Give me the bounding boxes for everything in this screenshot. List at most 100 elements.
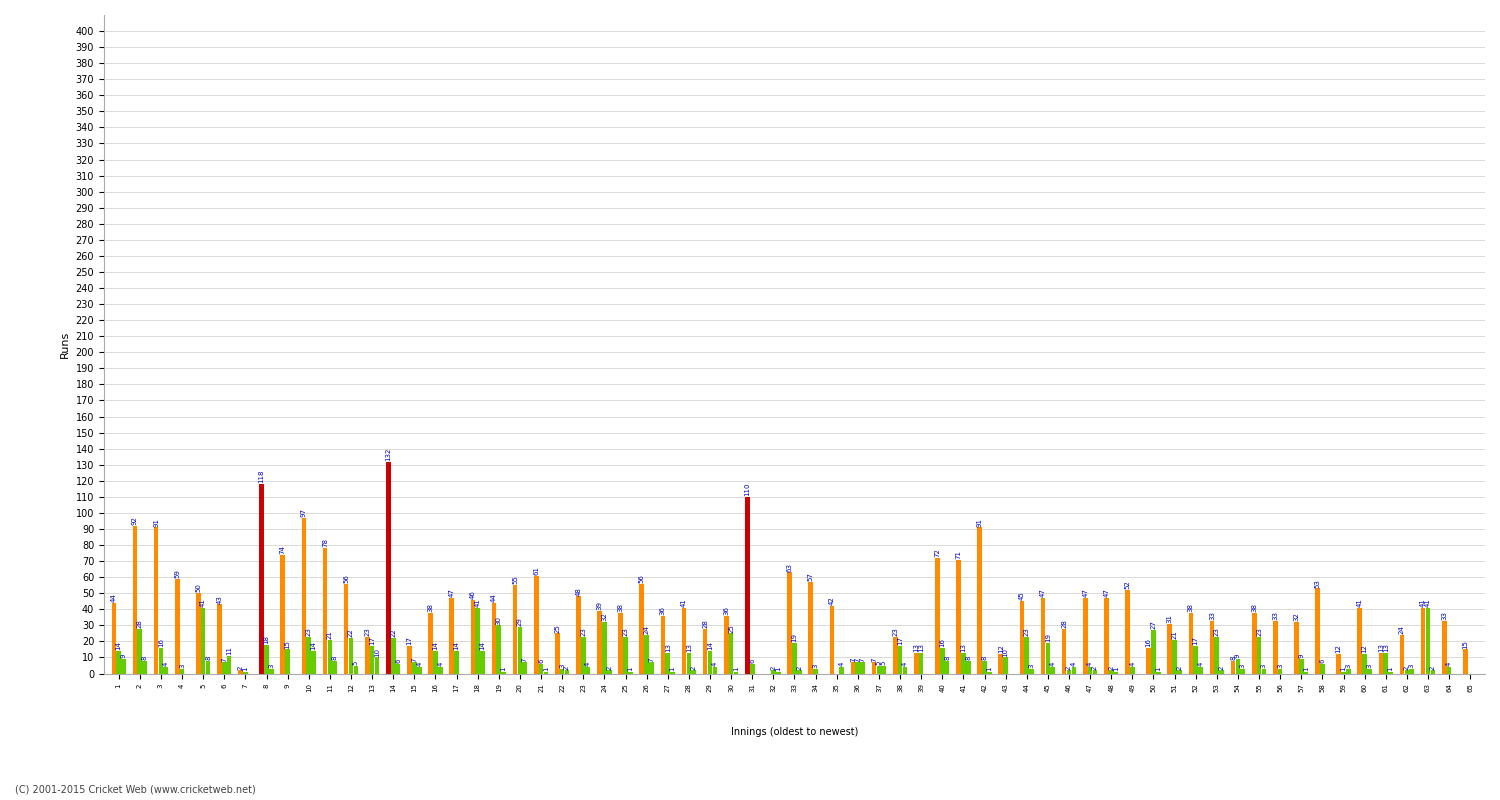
Text: 23: 23 [1256, 627, 1262, 636]
Bar [1150, 630, 1156, 674]
Text: 6: 6 [394, 658, 400, 663]
Text: 1: 1 [1304, 666, 1310, 671]
Bar [111, 603, 116, 674]
Text: 91: 91 [153, 518, 159, 526]
Bar [1257, 637, 1262, 674]
Bar [322, 548, 327, 674]
Text: 14: 14 [116, 642, 122, 650]
Y-axis label: Runs: Runs [60, 330, 70, 358]
Bar [1316, 589, 1320, 674]
Bar [746, 497, 750, 674]
Bar [1262, 669, 1266, 674]
Bar [1378, 653, 1383, 674]
Bar [1156, 672, 1161, 674]
Text: 56: 56 [639, 574, 645, 583]
Bar [492, 603, 496, 674]
Bar [1146, 648, 1150, 674]
Text: 10: 10 [1002, 648, 1008, 657]
Bar [1278, 669, 1282, 674]
Text: 23: 23 [364, 627, 370, 636]
Bar [1240, 669, 1245, 674]
Bar [920, 653, 924, 674]
Text: 7: 7 [522, 657, 528, 662]
Bar [429, 613, 433, 674]
Bar [1236, 659, 1240, 674]
Text: 4: 4 [1197, 662, 1203, 666]
Bar [1029, 669, 1033, 674]
Text: 1: 1 [543, 666, 549, 671]
Text: 24: 24 [644, 626, 650, 634]
Text: 8: 8 [1230, 655, 1236, 660]
Bar [153, 527, 159, 674]
Text: 12: 12 [1362, 645, 1368, 654]
Bar [839, 667, 844, 674]
Bar [201, 608, 206, 674]
Text: 3: 3 [1276, 663, 1282, 668]
Bar [1383, 653, 1388, 674]
Text: 78: 78 [322, 538, 328, 547]
Text: 92: 92 [132, 516, 138, 525]
Text: 13: 13 [664, 643, 670, 652]
Text: 4: 4 [416, 662, 422, 666]
Bar [687, 653, 692, 674]
Bar [776, 672, 780, 674]
Bar [327, 640, 332, 674]
Bar [312, 651, 316, 674]
Text: 9: 9 [1299, 654, 1305, 658]
Text: 2: 2 [1092, 665, 1098, 670]
Text: 7: 7 [850, 657, 856, 662]
Text: 18: 18 [264, 635, 270, 644]
Bar [1020, 602, 1025, 674]
Text: 4: 4 [712, 662, 718, 666]
Bar [518, 627, 522, 674]
Text: 30: 30 [496, 615, 502, 625]
Text: 14: 14 [310, 642, 316, 650]
Text: 7: 7 [411, 657, 417, 662]
Text: 38: 38 [618, 602, 624, 612]
Bar [602, 622, 606, 674]
Text: 41: 41 [1420, 598, 1426, 607]
Text: 3: 3 [1408, 663, 1414, 668]
Bar [1167, 624, 1172, 674]
Text: 16: 16 [158, 638, 164, 647]
Text: 8: 8 [944, 655, 950, 660]
Bar [1198, 667, 1203, 674]
Bar [882, 666, 886, 674]
Bar [708, 651, 712, 674]
Bar [830, 606, 834, 674]
Text: 118: 118 [258, 470, 264, 483]
Text: 28: 28 [702, 619, 708, 628]
Bar [1215, 637, 1219, 674]
Text: 41: 41 [1358, 598, 1364, 607]
Text: 47: 47 [1104, 588, 1110, 598]
Text: 2: 2 [1066, 665, 1072, 670]
Text: 43: 43 [216, 595, 222, 604]
Bar [268, 669, 273, 674]
Text: 28: 28 [136, 619, 142, 628]
Bar [132, 526, 138, 674]
Bar [855, 662, 859, 674]
Bar [1130, 667, 1134, 674]
Bar [364, 637, 369, 674]
Text: 8: 8 [141, 655, 147, 660]
Text: (C) 2001-2015 Cricket Web (www.cricketweb.net): (C) 2001-2015 Cricket Web (www.cricketwe… [15, 784, 255, 794]
Text: 1: 1 [776, 666, 782, 671]
Text: 57: 57 [807, 572, 813, 581]
Bar [978, 527, 982, 674]
Text: 38: 38 [1188, 602, 1194, 612]
Bar [666, 653, 670, 674]
Bar [796, 670, 801, 674]
Bar [433, 651, 438, 674]
Text: 3: 3 [560, 663, 566, 668]
Text: 47: 47 [448, 588, 454, 598]
Text: 7: 7 [222, 657, 228, 662]
Text: 14: 14 [706, 642, 712, 650]
Text: 5: 5 [352, 660, 358, 665]
Bar [618, 613, 622, 674]
Text: 13: 13 [686, 643, 692, 652]
Bar [987, 672, 992, 674]
Bar [386, 462, 390, 674]
Bar [285, 650, 290, 674]
Text: 16: 16 [1146, 638, 1152, 647]
Bar [1104, 598, 1108, 674]
